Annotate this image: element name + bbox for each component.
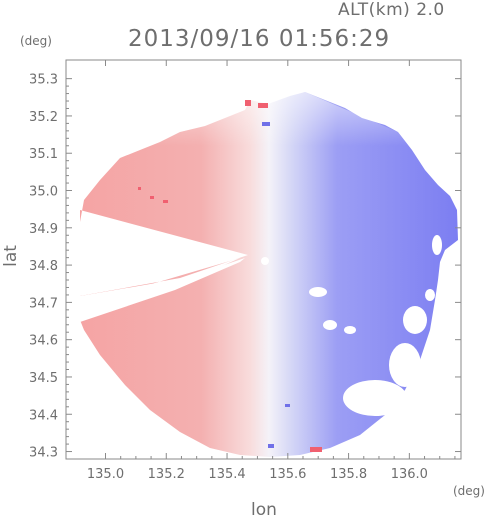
y-tick-label: 34.9 bbox=[29, 222, 58, 237]
altitude-label: ALT(km) 2.0 bbox=[338, 0, 445, 20]
echo-field bbox=[80, 92, 458, 457]
y-tick-label: 34.7 bbox=[29, 296, 58, 311]
x-axis-unit: (deg) bbox=[453, 484, 485, 498]
y-axis: 35.3 35.2 35.1 35.0 34.9 34.8 34.7 34.6 34.5 34.4… bbox=[29, 73, 461, 461]
y-tick-label: 34.8 bbox=[29, 259, 58, 274]
y-tick-label: 35.1 bbox=[29, 147, 58, 162]
y-axis-unit: (deg) bbox=[20, 34, 52, 48]
x-tick-label: 135.0 bbox=[87, 467, 124, 482]
y-tick-label: 35.3 bbox=[29, 73, 58, 88]
x-tick-label: 136.0 bbox=[391, 467, 428, 482]
x-tick-label: 135.6 bbox=[269, 467, 306, 482]
x-tick-label: 135.4 bbox=[208, 467, 245, 482]
y-tick-label: 35.0 bbox=[29, 185, 58, 200]
x-axis-title: lon bbox=[251, 500, 277, 520]
plot-frame bbox=[65, 59, 462, 460]
timestamp-title: 2013/09/16 01:56:29 bbox=[128, 26, 391, 52]
x-tick-label: 135.2 bbox=[148, 467, 185, 482]
x-tick-label: 135.8 bbox=[330, 467, 367, 482]
y-tick-label: 34.4 bbox=[29, 408, 58, 423]
y-tick-label: 34.3 bbox=[29, 446, 58, 461]
y-tick-label: 35.2 bbox=[29, 110, 58, 125]
y-tick-label: 34.5 bbox=[29, 371, 58, 386]
y-tick-label: 34.6 bbox=[29, 334, 58, 349]
x-axis: 135.0 135.2 135.4 135.6 135.8 136.0 bbox=[87, 60, 456, 482]
